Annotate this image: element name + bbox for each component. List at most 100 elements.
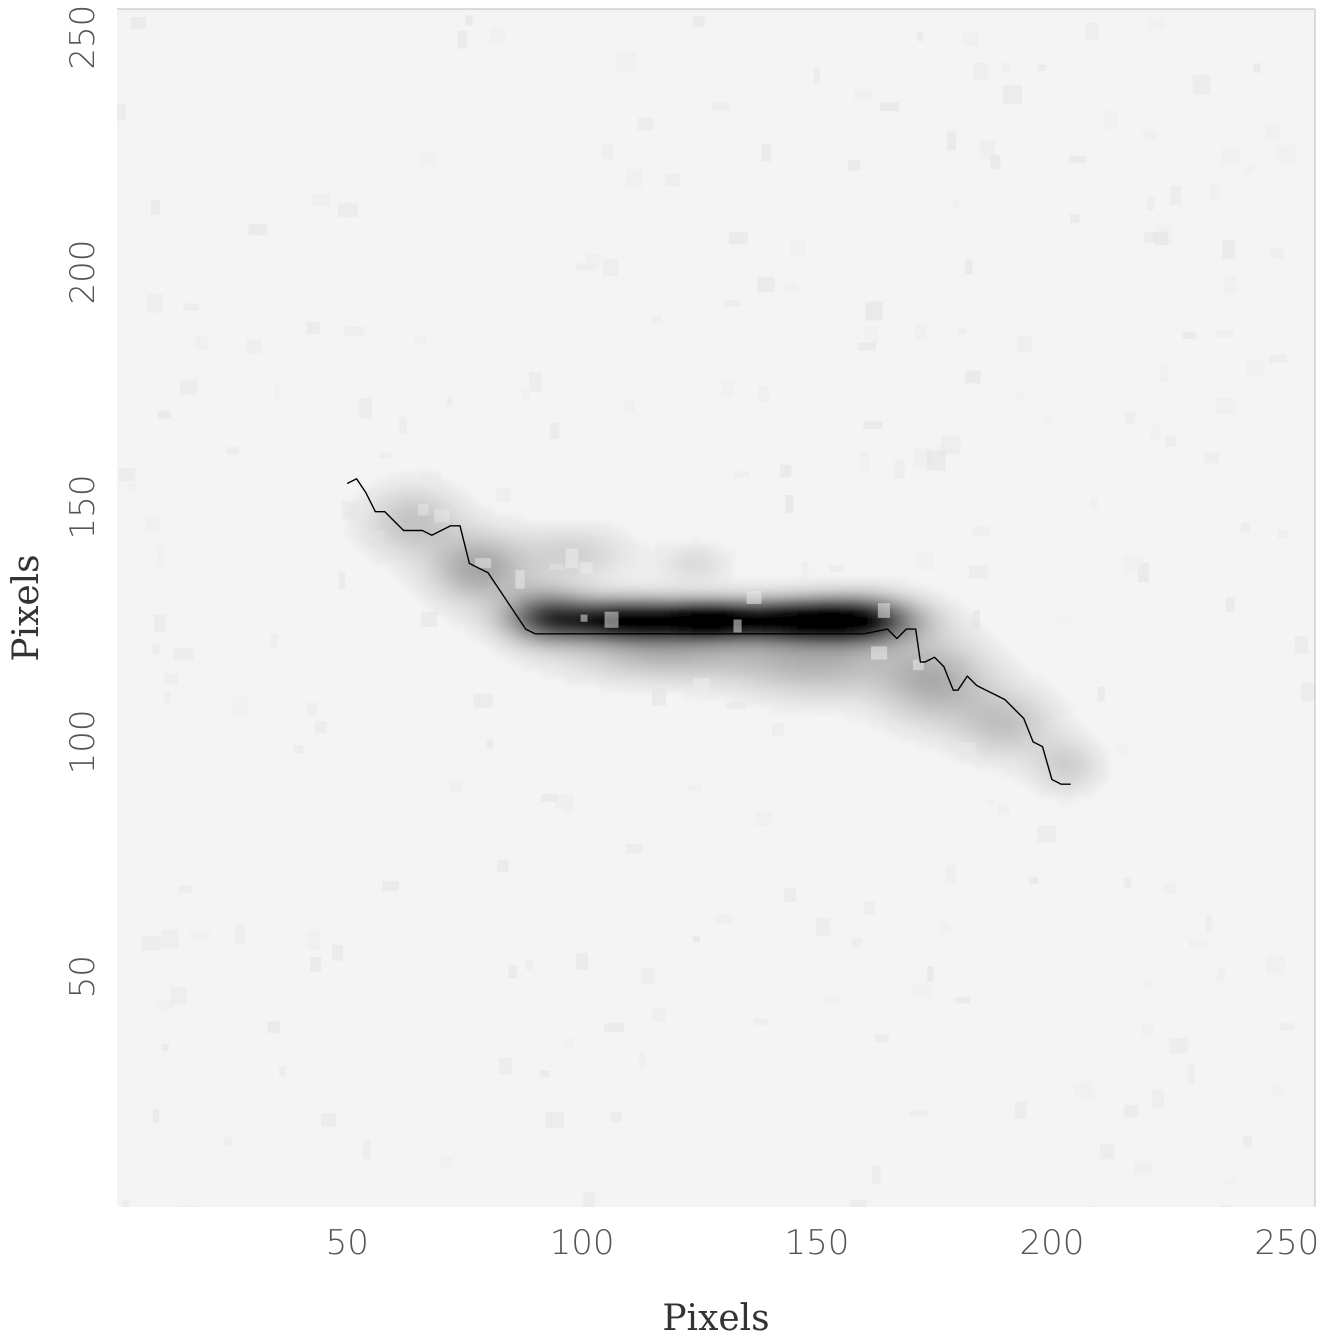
x-tick-labels: 50 100 150 200 250 <box>326 1223 1320 1263</box>
heatmap-cell <box>402 578 411 587</box>
heatmap-cell <box>980 719 988 728</box>
noise-speck <box>894 460 905 480</box>
heatmap-cell <box>698 592 707 601</box>
heatmap-cell <box>670 606 678 615</box>
heatmap-cell <box>789 578 798 587</box>
noise-speck <box>154 614 166 632</box>
heatmap-cell <box>620 684 629 692</box>
heatmap-cell <box>945 635 953 643</box>
heatmap-cell <box>959 712 967 721</box>
heatmap-cell <box>789 691 798 700</box>
noise-speck <box>688 784 702 791</box>
heatmap-cell <box>1008 733 1017 742</box>
heatmap-cell <box>811 592 819 601</box>
heatmap-cell <box>494 550 502 559</box>
heatmap-cell <box>839 627 847 636</box>
heatmap-cell <box>740 691 749 700</box>
heatmap-cell <box>465 606 474 615</box>
heatmap-cell <box>973 747 981 756</box>
heatmap-cell <box>902 578 911 587</box>
heatmap-cell <box>515 649 523 657</box>
heatmap-cell <box>536 599 544 608</box>
heatmap-cell <box>479 606 488 615</box>
heatmap-cell <box>804 677 812 685</box>
heatmap-cell <box>909 698 918 707</box>
heatmap-cell <box>529 613 537 622</box>
heatmap-cell <box>691 599 699 608</box>
heatmap-cell <box>804 627 812 636</box>
heatmap-cell <box>1093 754 1101 763</box>
heatmap-cell <box>564 592 573 601</box>
heatmap-cell <box>789 635 798 643</box>
heatmap-cell <box>895 599 904 608</box>
heatmap-cell <box>895 712 904 721</box>
heatmap-cell <box>804 663 812 671</box>
heatmap-cell <box>952 740 960 749</box>
heatmap-cell <box>846 620 855 629</box>
x-tick-label: 200 <box>1019 1223 1084 1263</box>
noise-speck <box>141 936 162 951</box>
heatmap-cell <box>832 670 840 678</box>
heatmap-cell <box>909 712 918 721</box>
heatmap-cell <box>634 585 643 594</box>
heatmap-cell <box>444 494 453 502</box>
heatmap-cell <box>712 550 721 559</box>
heatmap-cell <box>839 606 847 615</box>
heatmap-cell <box>486 536 495 545</box>
heatmap-cell <box>395 543 404 552</box>
heatmap-cell <box>768 642 777 650</box>
heatmap-cell <box>775 606 784 615</box>
heatmap-cell <box>867 642 876 650</box>
heatmap-cell <box>592 529 601 537</box>
heatmap-cell <box>606 649 615 657</box>
heatmap-cell <box>465 613 474 622</box>
heatmap-cell <box>888 649 897 657</box>
heatmap-cell <box>402 571 411 580</box>
heatmap-cell <box>818 698 826 707</box>
heatmap-cell <box>1050 740 1059 749</box>
heatmap-cell <box>627 536 636 545</box>
heatmap-cell <box>437 578 446 587</box>
heatmap-cell <box>797 649 805 657</box>
heatmap-cell <box>775 613 784 622</box>
heatmap-cell <box>543 571 551 580</box>
heatmap-cell <box>642 684 650 692</box>
heatmap-cell <box>782 635 791 643</box>
heatmap-cell <box>529 635 537 643</box>
heatmap-cell <box>726 578 735 587</box>
noise-speck <box>801 562 809 581</box>
heatmap-cell <box>691 670 699 678</box>
heatmap-cell <box>684 599 692 608</box>
heatmap-cell <box>888 705 897 714</box>
heatmap-cell <box>867 698 876 707</box>
heatmap-cell <box>444 550 453 559</box>
x-tick-label: 100 <box>550 1223 615 1263</box>
heatmap-cell <box>1022 691 1031 700</box>
heatmap-cell <box>578 529 587 537</box>
heatmap-cell <box>627 663 636 671</box>
heatmap-cell <box>670 599 678 608</box>
noise-speck <box>417 503 429 516</box>
heatmap-cell <box>663 635 671 643</box>
heatmap-cell <box>437 479 446 488</box>
heatmap-cell <box>867 606 876 615</box>
heatmap-cell <box>367 515 375 523</box>
heatmap-cell <box>1085 790 1094 798</box>
heatmap-cell <box>543 578 551 587</box>
heatmap-cell <box>395 479 404 488</box>
heatmap-cell <box>458 508 467 516</box>
heatmap-cell <box>994 733 1003 742</box>
heatmap-cell <box>1015 740 1024 749</box>
heatmap-cell <box>522 620 530 629</box>
heatmap-cell <box>522 522 530 530</box>
heatmap-cell <box>437 564 446 573</box>
heatmap-cell <box>754 698 763 707</box>
heatmap-cell <box>501 585 509 594</box>
heatmap-cell <box>916 684 925 692</box>
heatmap-cell <box>522 592 530 601</box>
heatmap-cell <box>1071 790 1080 798</box>
heatmap-cell <box>853 578 862 587</box>
heatmap-cell <box>423 543 432 552</box>
heatmap-cell <box>952 747 960 756</box>
heatmap-cell <box>613 684 622 692</box>
